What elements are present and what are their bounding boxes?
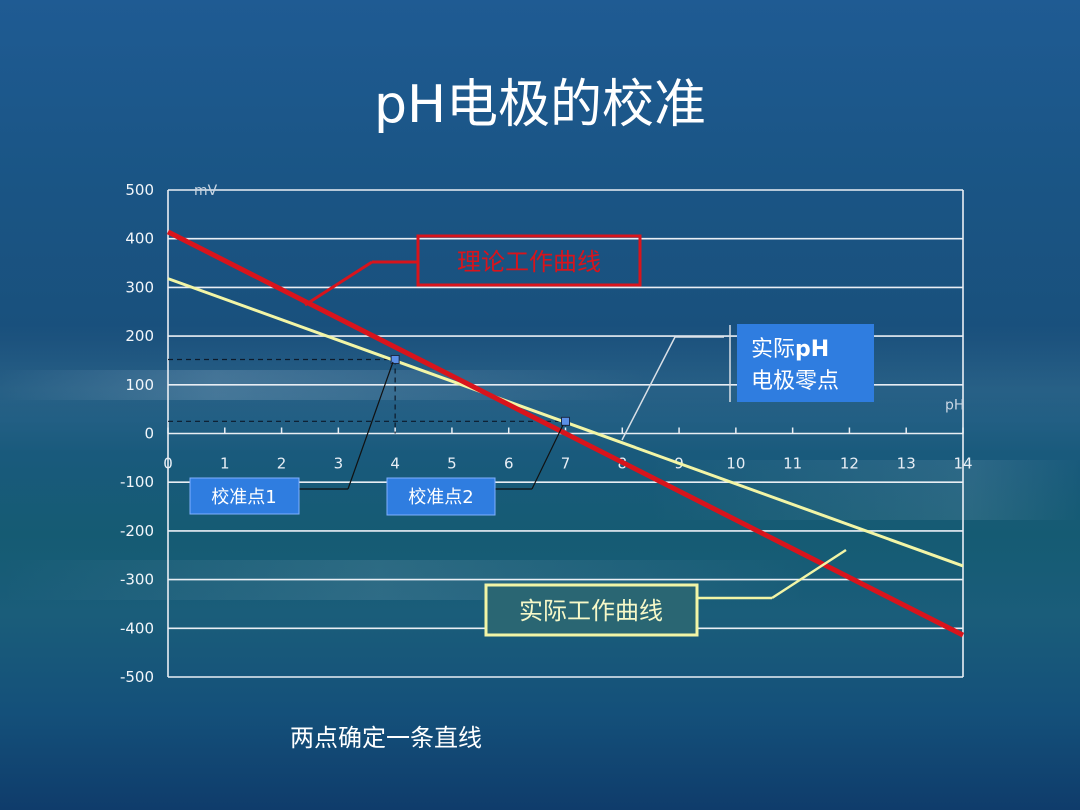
x-tick-label: 1 — [220, 455, 230, 473]
y-tick-label: 300 — [125, 278, 154, 296]
cal-point-1-leader — [347, 361, 394, 490]
chart-axes — [167, 190, 964, 677]
y-tick-labels: 500 400 300 200 100 0 -100 -200 -300 -400 -500 — [120, 181, 154, 686]
calibration-point-marker — [390, 354, 400, 364]
actual-leader-line — [771, 548, 847, 600]
theory-leader-line — [304, 260, 373, 307]
x-tick-label: 3 — [334, 455, 344, 473]
cal-point-1-label: 校准点1 — [211, 487, 276, 508]
y-tick-label: -300 — [120, 571, 154, 589]
y-axis-unit: mV — [194, 183, 218, 199]
zero-label-line1: 实际pH — [751, 337, 829, 362]
theory-label-box — [416, 234, 642, 287]
x-tick-label: 14 — [953, 455, 972, 473]
footer-caption: 两点确定一条直线 — [290, 724, 482, 752]
y-tick-label: 200 — [125, 327, 154, 345]
zero-leader-line — [621, 336, 676, 441]
x-tick-label: 12 — [840, 455, 859, 473]
cal-point-2-box — [386, 477, 496, 516]
actual-curve-callout: 实际工作曲线 — [484, 548, 847, 637]
y-tick-label: 0 — [144, 425, 154, 443]
x-tick-label: 2 — [277, 455, 287, 473]
x-tick-label: 10 — [726, 455, 745, 473]
x-tick-label: 7 — [561, 455, 571, 473]
x-tick-label: 13 — [897, 455, 916, 473]
cal-point-2-label: 校准点2 — [408, 487, 473, 508]
theory-curve-label: 理论工作曲线 — [457, 248, 601, 276]
x-tick-label: 11 — [783, 455, 802, 473]
reference-lines — [168, 358, 567, 434]
actual-curve-label: 实际工作曲线 — [519, 597, 663, 625]
theory-curve-callout: 理论工作曲线 — [304, 234, 642, 307]
cal-point-2-leader — [531, 424, 564, 490]
y-tick-label: 100 — [125, 376, 154, 394]
x-tick-label: 0 — [163, 455, 173, 473]
actual-label-box — [484, 583, 699, 637]
zero-label-box — [737, 324, 874, 402]
y-tick-label: -100 — [120, 473, 154, 491]
calibration-points — [390, 354, 570, 426]
page-title: pH电极的校准 — [373, 75, 707, 135]
x-tick-labels: 0 1 2 3 4 5 6 7 8 9 10 11 12 13 14 — [163, 455, 972, 473]
y-tick-label: -400 — [120, 619, 154, 637]
calibration-point-marker — [561, 416, 570, 426]
y-tick-label: -500 — [120, 668, 154, 686]
y-tick-label: -200 — [120, 522, 154, 540]
x-axis-unit: pH — [945, 398, 964, 414]
x-tick-label: 4 — [390, 455, 400, 473]
x-tick-label: 6 — [504, 455, 514, 473]
cal-point-1-box — [189, 477, 300, 515]
y-tick-label: 500 — [125, 181, 154, 199]
y-tick-label: 400 — [125, 230, 154, 248]
x-tick-label: 5 — [447, 455, 457, 473]
electrode-zero-callout: 实际pH 电极零点 — [621, 324, 874, 441]
zero-label-line2: 电极零点 — [751, 369, 839, 394]
cal-point-2-callout: 校准点2 — [386, 424, 564, 516]
series-line — [166, 229, 965, 638]
cal-point-1-callout: 校准点1 — [189, 361, 394, 515]
